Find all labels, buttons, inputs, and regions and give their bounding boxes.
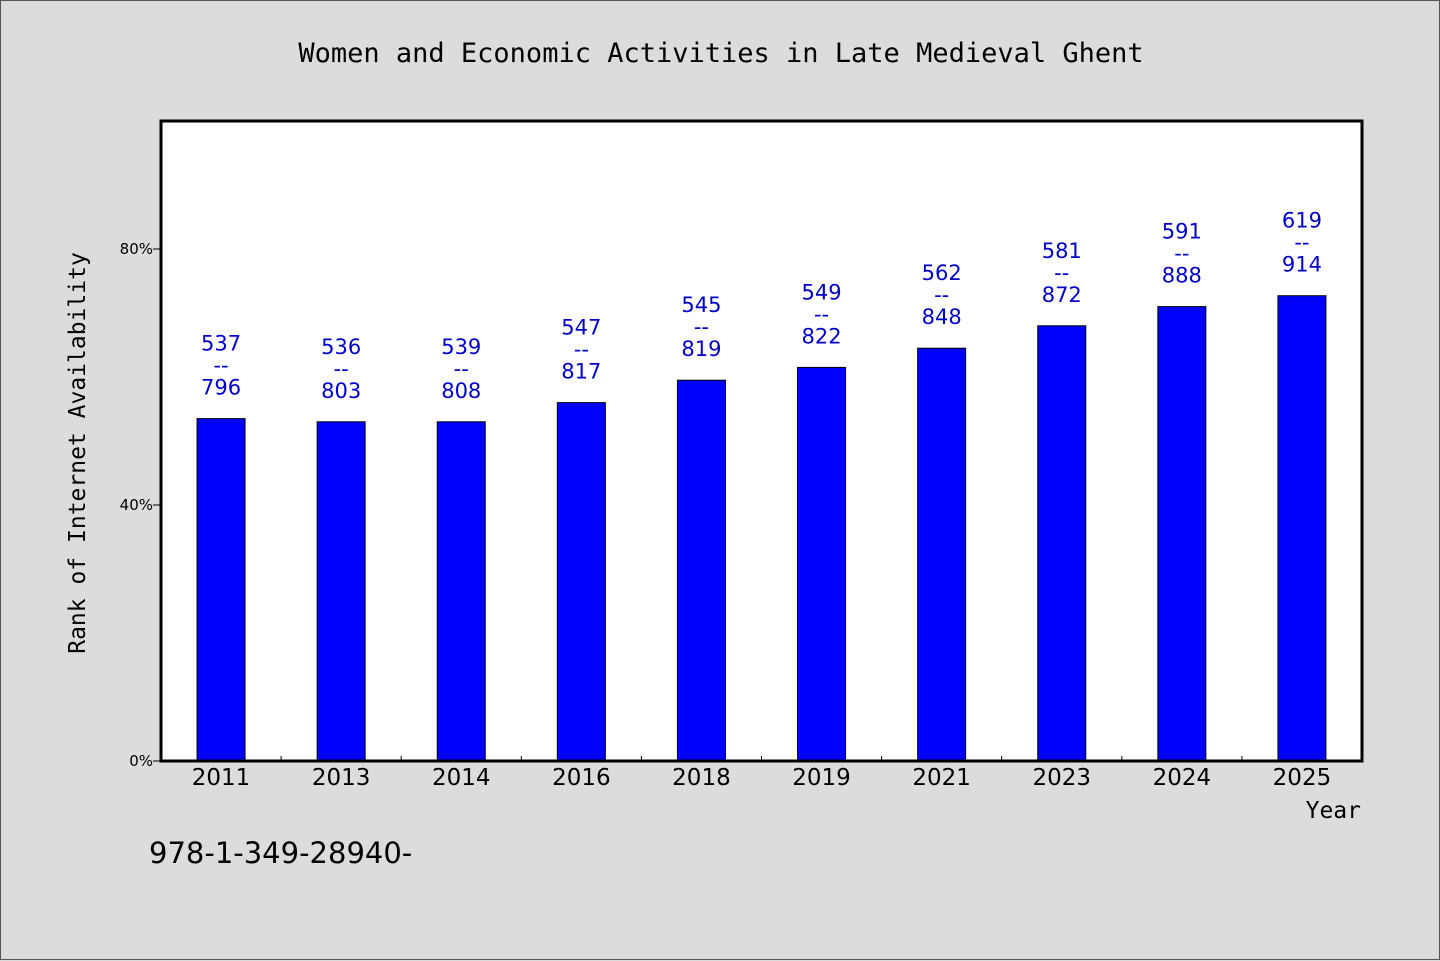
bar-data-label-2021-separator: -- — [934, 283, 949, 307]
x-tick-label-2014: 2014 — [432, 765, 491, 791]
bar-2024 — [1157, 306, 1207, 762]
bar-data-label-2014-separator: -- — [454, 357, 469, 381]
bar-data-label-2018-separator: -- — [694, 315, 709, 339]
bar-data-label-2013-separator: -- — [334, 357, 349, 381]
bar-2025 — [1277, 295, 1327, 762]
bar-data-label-2016-separator: -- — [574, 338, 589, 362]
footnote-text: 978-1-349-28940- — [149, 836, 412, 870]
bar-data-label-2014-bottom: 808 — [441, 379, 481, 403]
bar-data-label-2016-bottom: 817 — [561, 360, 601, 384]
bar-data-label-2013-bottom: 803 — [321, 379, 361, 403]
bar-data-label-2024-top: 591 — [1162, 220, 1202, 244]
x-tick-label-2013: 2013 — [312, 765, 371, 791]
bar-2018 — [676, 379, 726, 762]
y-tick-label-80: 80% — [120, 240, 153, 258]
bar-data-label-2025-top: 619 — [1282, 209, 1322, 233]
x-tick-label-2023: 2023 — [1032, 765, 1091, 791]
bar-data-label-2023-separator: -- — [1054, 261, 1069, 285]
y-axis-label: Rank of Internet Availability — [65, 252, 91, 654]
x-axis-ticks: 2011 2013 2014 2016 2018 2019 2021 2023 2024 2025 — [192, 756, 1331, 791]
x-tick-label-2021: 2021 — [912, 765, 971, 791]
bar-data-label-2021-top: 562 — [922, 261, 962, 285]
bar-data-label-2011-separator: -- — [213, 354, 228, 378]
y-tick-label-0: 0% — [129, 752, 153, 770]
bar-labels-group: 537--796536--803539--808547--817545--819… — [201, 209, 1322, 403]
bar-data-label-2016-top: 547 — [561, 316, 601, 340]
bar-2019 — [797, 366, 847, 762]
bar-data-label-2024-separator: -- — [1174, 242, 1189, 266]
bar-2013 — [316, 421, 366, 762]
bar-data-label-2025-bottom: 914 — [1282, 253, 1322, 277]
bar-2011 — [196, 418, 246, 762]
bar-data-label-2018-top: 545 — [681, 293, 721, 317]
bar-data-label-2019-bottom: 822 — [802, 324, 842, 348]
y-axis-ticks: 0% 40% 80% — [120, 240, 161, 770]
bar-data-label-2011-top: 537 — [201, 332, 241, 356]
x-tick-label-2016: 2016 — [552, 765, 611, 791]
x-tick-label-2019: 2019 — [792, 765, 851, 791]
bar-data-label-2013-top: 536 — [321, 335, 361, 359]
bar-2016 — [556, 402, 606, 762]
bar-2023 — [1037, 325, 1087, 762]
bar-data-label-2014-top: 539 — [441, 335, 481, 359]
x-tick-label-2011: 2011 — [192, 765, 251, 791]
bar-data-label-2023-bottom: 872 — [1042, 283, 1082, 307]
bar-data-label-2019-separator: -- — [814, 302, 829, 326]
bar-data-label-2025-separator: -- — [1294, 231, 1309, 255]
x-tick-label-2018: 2018 — [672, 765, 731, 791]
bar-data-label-2019-top: 549 — [802, 280, 842, 304]
bars-group — [196, 295, 1327, 762]
chart-title: Women and Economic Activities in Late Me… — [298, 38, 1143, 69]
bar-2021 — [917, 347, 967, 762]
x-axis-label: Year — [1306, 798, 1361, 824]
bar-data-label-2021-bottom: 848 — [922, 305, 962, 329]
y-tick-label-40: 40% — [120, 496, 153, 514]
bar-data-label-2018-bottom: 819 — [681, 337, 721, 361]
x-tick-label-2024: 2024 — [1153, 765, 1212, 791]
bar-2014 — [436, 421, 486, 762]
bar-data-label-2024-bottom: 888 — [1162, 264, 1202, 288]
bar-data-label-2023-top: 581 — [1042, 239, 1082, 263]
bar-data-label-2011-bottom: 796 — [201, 376, 241, 400]
x-tick-label-2025: 2025 — [1273, 765, 1332, 791]
